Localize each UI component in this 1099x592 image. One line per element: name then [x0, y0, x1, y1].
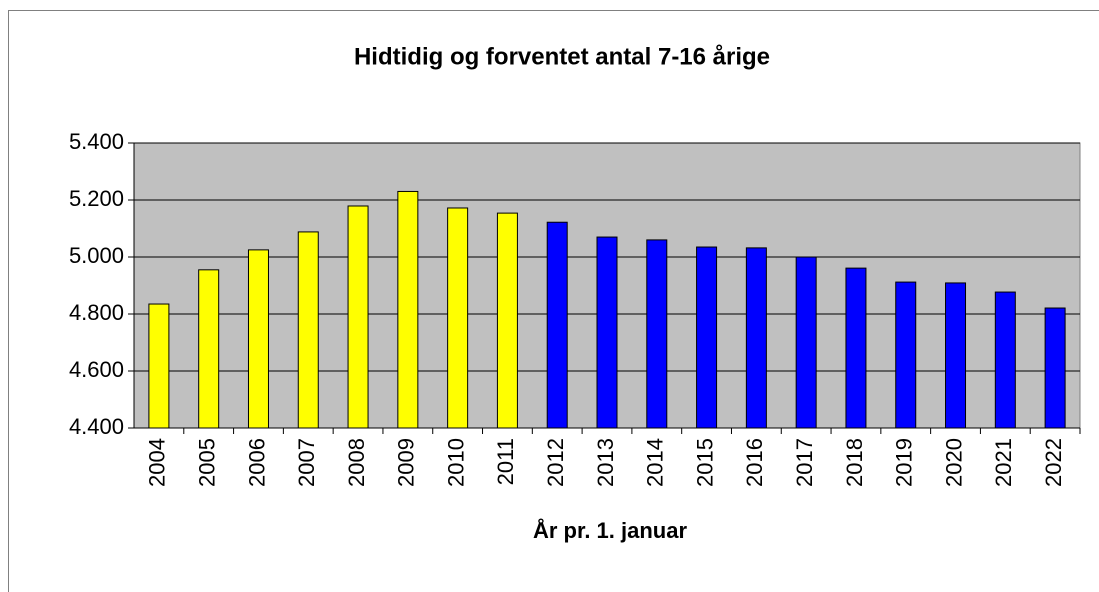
x-axis-label: År pr. 1. januar	[533, 517, 687, 543]
bar	[496, 212, 518, 429]
bar	[347, 205, 369, 429]
x-tick-label: 2006	[244, 438, 269, 487]
x-tick-label: 2016	[742, 438, 767, 487]
x-tick-label: 2014	[643, 438, 668, 487]
y-tick-label: 4.600	[69, 357, 124, 382]
bar	[646, 239, 668, 429]
x-tick-label: 2005	[194, 438, 219, 487]
x-tick-label: 2022	[1041, 438, 1066, 487]
x-tick-label: 2008	[344, 438, 369, 487]
bar	[1044, 307, 1066, 429]
bar	[447, 207, 469, 429]
x-tick-label: 2019	[892, 438, 917, 487]
bar	[397, 190, 419, 429]
x-tick-label: 2012	[543, 438, 568, 487]
x-tick-label: 2007	[294, 438, 319, 487]
bar	[994, 291, 1016, 429]
bar	[745, 247, 767, 429]
x-tick-label: 2013	[593, 438, 618, 487]
bar	[945, 282, 967, 429]
bar	[247, 249, 269, 429]
bar	[696, 246, 718, 429]
bar	[297, 231, 319, 429]
x-tick-label: 2004	[145, 438, 170, 487]
chart-title: Hidtidig og forventet antal 7-16 årige	[354, 43, 770, 70]
y-tick-label: 4.800	[69, 300, 124, 325]
x-tick-label: 2015	[692, 438, 717, 487]
y-tick-label: 5.400	[69, 129, 124, 154]
x-tick-label: 2017	[792, 438, 817, 487]
bar	[795, 256, 817, 429]
bar	[895, 281, 917, 429]
x-tick-label: 2018	[842, 438, 867, 487]
y-tick-label: 5.000	[69, 243, 124, 268]
x-tick-label: 2009	[394, 438, 419, 487]
x-tick-label: 2010	[443, 438, 468, 487]
y-tick-label: 5.200	[69, 186, 124, 211]
bar	[596, 236, 618, 429]
bar	[148, 303, 170, 429]
x-tick-label: 2020	[941, 438, 966, 487]
bar	[198, 269, 220, 429]
bar	[546, 221, 568, 429]
x-tick-label: 2011	[493, 438, 518, 485]
x-tick-label: 2021	[991, 438, 1016, 487]
y-tick-label: 4.400	[69, 414, 124, 439]
bar	[845, 267, 867, 429]
